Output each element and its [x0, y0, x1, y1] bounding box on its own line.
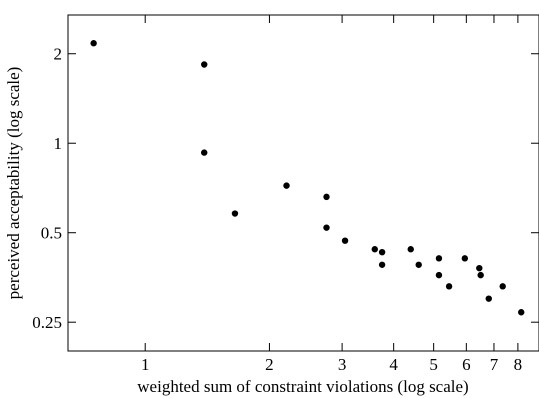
- x-tick-label: 4: [389, 355, 398, 374]
- data-point: [231, 210, 239, 217]
- data-point: [323, 224, 330, 231]
- data-points: [90, 40, 525, 316]
- data-point: [415, 261, 422, 268]
- data-point: [378, 248, 386, 256]
- data-point: [435, 271, 443, 279]
- data-point: [485, 295, 492, 302]
- data-point: [371, 246, 378, 253]
- plot-frame: [67, 14, 539, 352]
- data-point: [201, 149, 208, 156]
- data-point: [407, 246, 414, 253]
- x-tick-label: 8: [514, 355, 523, 374]
- data-point: [518, 309, 525, 316]
- data-point: [283, 182, 290, 189]
- y-tick-label: 0.25: [32, 313, 62, 332]
- x-tick-label: 2: [265, 355, 274, 374]
- y-axis-label: perceived acceptability (log scale): [4, 67, 23, 300]
- data-point: [90, 40, 97, 47]
- x-tick-label: 7: [490, 355, 499, 374]
- y-tick-label: 2: [54, 45, 63, 64]
- x-tick-label: 1: [141, 355, 150, 374]
- data-point: [499, 283, 506, 290]
- x-axis-label: weighted sum of constraint violations (l…: [137, 377, 468, 396]
- x-tick-label: 3: [338, 355, 347, 374]
- data-point: [461, 255, 469, 262]
- data-point: [445, 283, 453, 290]
- data-point: [378, 261, 386, 268]
- data-point: [477, 271, 484, 279]
- y-tick-label: 0.5: [41, 224, 62, 243]
- data-point: [201, 61, 208, 68]
- data-point: [435, 255, 443, 262]
- x-tick-label: 6: [462, 355, 471, 374]
- data-point: [341, 237, 349, 244]
- y-axis-ticks: 0.25 0.5 1 2: [32, 45, 539, 332]
- data-point: [476, 264, 483, 272]
- x-tick-label: 5: [429, 355, 438, 374]
- y-tick-label: 1: [54, 134, 63, 153]
- data-point: [323, 193, 330, 201]
